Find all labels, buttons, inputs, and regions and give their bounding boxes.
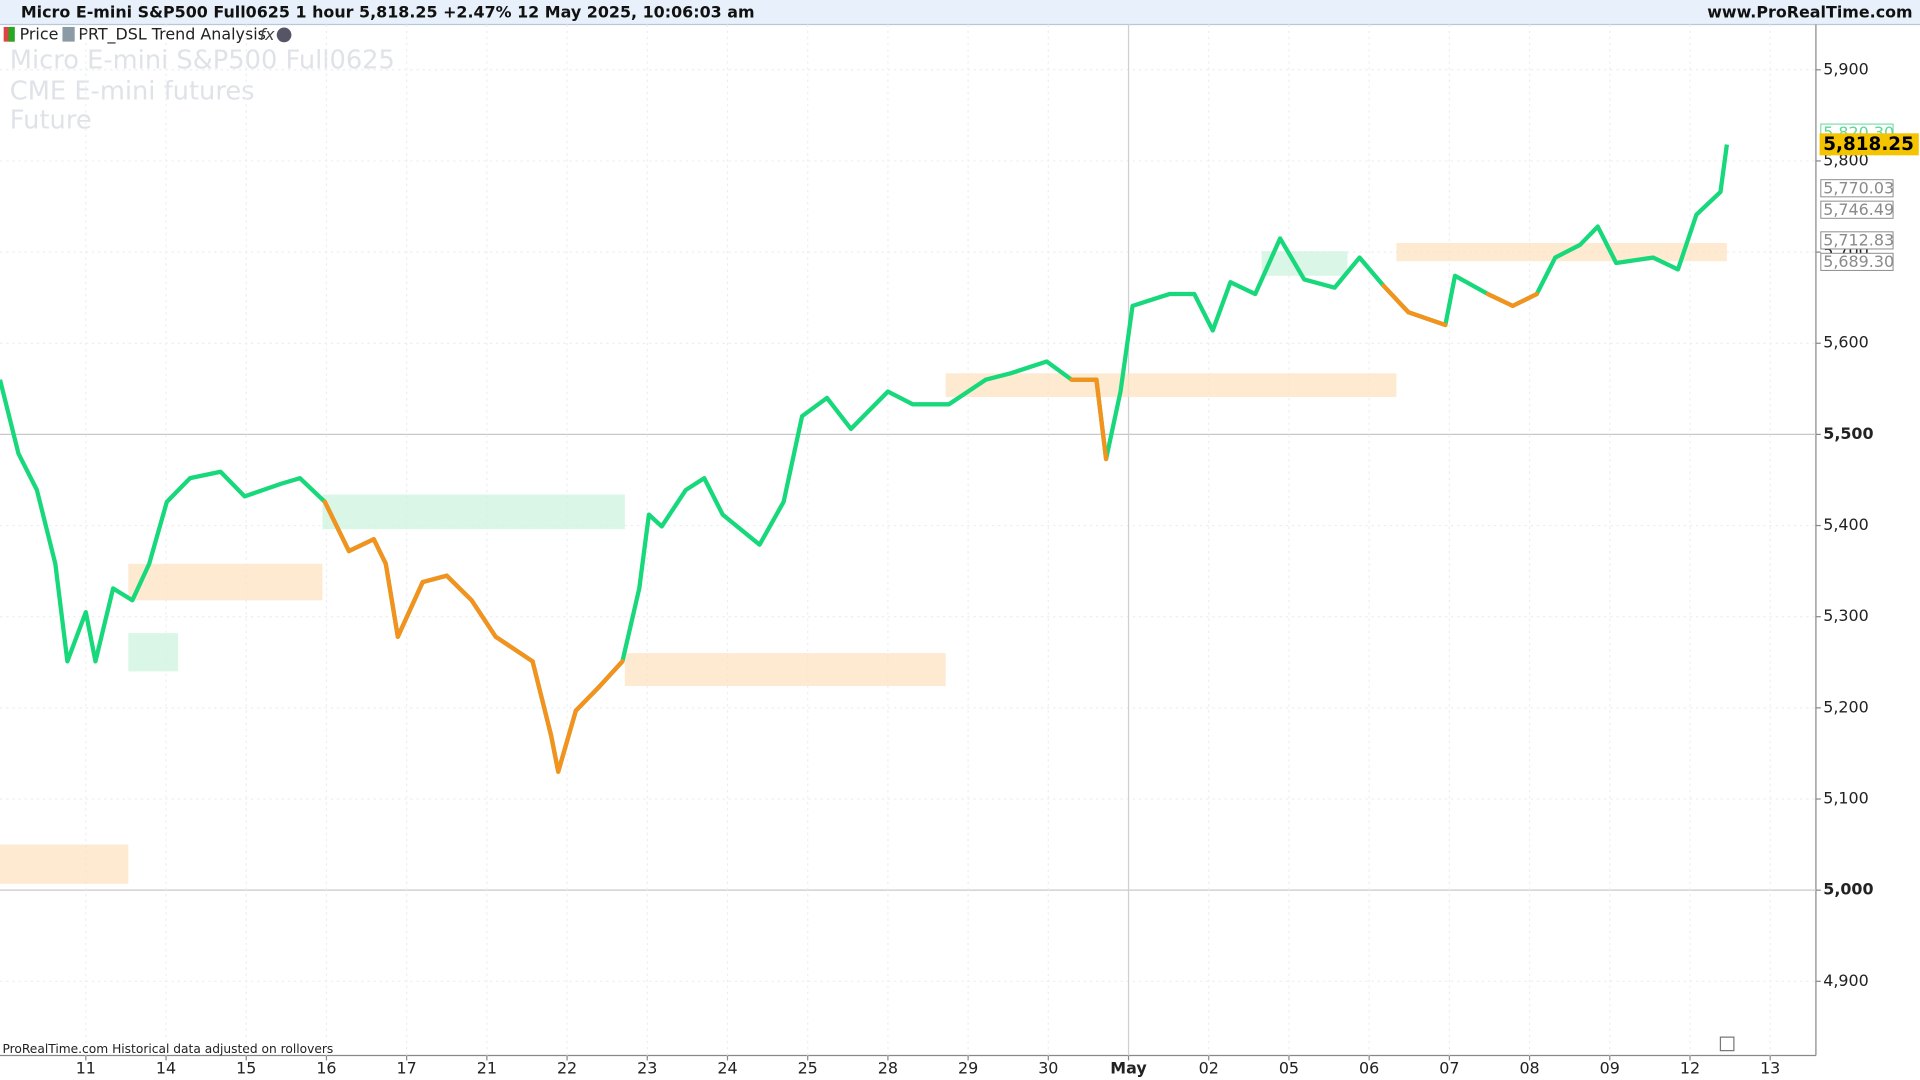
down-segment [371,537,388,566]
down-segment [1381,283,1411,315]
band [0,844,129,884]
last-price-label: 5,818.25 [1823,134,1914,155]
down-segment [1406,310,1448,328]
x-tick-label: 08 [1519,1058,1539,1077]
x-tick-label: 16 [316,1058,336,1077]
band [322,494,625,530]
watermark: CME E-mini futures [10,76,255,106]
down-segment [1094,377,1109,462]
down-segment [548,733,561,774]
x-tick-label: 02 [1199,1058,1219,1077]
price-line [0,144,1730,774]
down-segment [573,683,603,713]
y-tick-label: 5,200 [1823,697,1869,716]
x-tick-label: 12 [1680,1058,1700,1077]
down-segment [444,573,474,603]
info-icon[interactable] [1719,1036,1735,1052]
price-tag-label: 5,770.03 [1823,178,1894,197]
x-tick-label: 21 [477,1058,497,1077]
x-tick-label: 30 [1038,1058,1058,1077]
x-tick-label: 22 [557,1058,577,1077]
x-tick-label: 25 [798,1058,818,1077]
down-segment [420,573,449,585]
band [624,653,946,686]
down-segment [469,598,498,639]
band [128,633,179,672]
y-tick-label: 5,400 [1823,515,1869,534]
x-tick-label: 11 [76,1058,96,1077]
band [1261,251,1348,276]
y-tick-label: 5,500 [1823,424,1873,443]
x-tick-label: 28 [878,1058,898,1077]
price-tag-label: 5,746.49 [1823,200,1894,219]
x-tick-label: 07 [1439,1058,1459,1077]
x-tick-label: 15 [236,1058,256,1077]
x-tick-label: 17 [397,1058,417,1077]
price-icon [8,26,15,42]
legend-price[interactable]: Price [20,24,59,43]
price-tag [1820,200,1894,219]
header-bar [0,0,1920,25]
x-tick-label: May [1110,1058,1147,1077]
down-segment [556,708,579,774]
watermark: Micro E-mini S&P500 Full0625 [10,46,395,76]
down-segment [597,659,625,689]
band [128,563,323,601]
footer-note: ProRealTime.com Historical data adjusted… [2,1042,333,1056]
x-tick-label: 05 [1279,1058,1299,1077]
x-tick-label: 29 [958,1058,978,1077]
header-title: Micro E-mini S&P500 Full0625 1 hour 5,81… [21,2,755,21]
down-segment [530,659,554,738]
x-tick-label: 14 [156,1058,176,1077]
down-segment [1510,291,1539,309]
indicator-icon [62,26,75,42]
down-segment [1485,291,1515,309]
x-tick-label: 23 [637,1058,657,1077]
down-segment [383,561,400,639]
fx-icon[interactable]: fx [260,25,276,44]
price-tag [1820,231,1894,250]
x-tick-label: 06 [1359,1058,1379,1077]
price-tag [1820,179,1894,198]
y-tick-label: 5,900 [1823,59,1869,78]
down-segment [395,579,425,639]
watermark: Future [10,106,92,136]
down-segment [493,634,535,664]
y-tick-label: 5,100 [1823,789,1869,808]
x-tick-label: 09 [1600,1058,1620,1077]
x-tick-label: 13 [1760,1058,1780,1077]
band [945,373,1397,398]
down-segment [346,537,376,554]
y-tick-label: 5,300 [1823,606,1869,625]
price-tag [1820,252,1894,271]
y-tick-label: 5,000 [1823,880,1873,899]
legend-indicator[interactable]: PRT_DSL Trend Analysis [78,24,266,44]
y-tick-label: 5,600 [1823,333,1869,352]
price-tag-label: 5,689.30 [1823,252,1894,271]
header-site: www.ProRealTime.com [1707,2,1912,21]
price-tag-label: 5,712.83 [1823,231,1894,250]
last-price-badge [1819,133,1919,156]
x-tick-label: 24 [717,1058,737,1077]
close-icon[interactable] [276,27,292,43]
y-tick-label: 4,900 [1823,971,1869,990]
down-segment [322,499,352,554]
